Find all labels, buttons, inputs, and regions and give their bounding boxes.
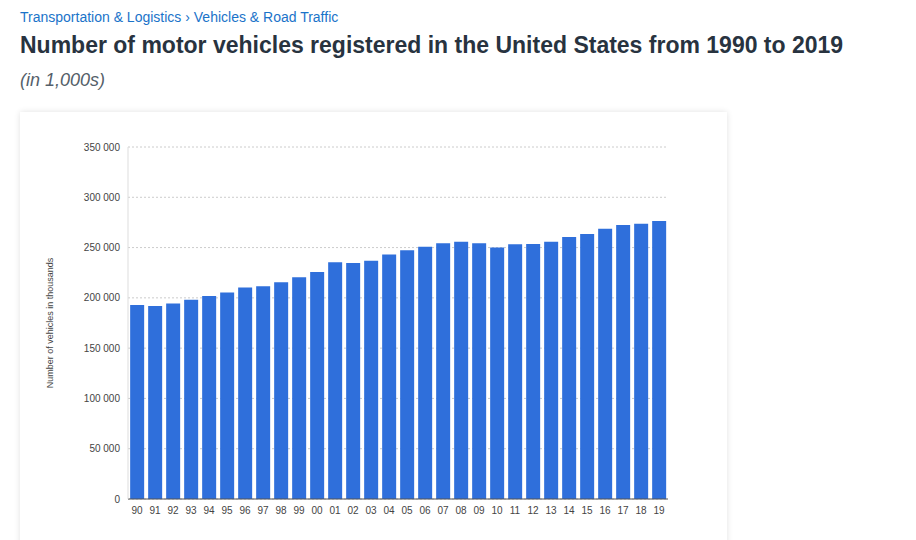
svg-text:01: 01: [329, 505, 341, 516]
svg-text:09: 09: [473, 505, 485, 516]
svg-text:00: 00: [311, 505, 323, 516]
svg-text:Number of vehicles in thousand: Number of vehicles in thousands: [45, 257, 55, 388]
svg-text:03: 03: [365, 505, 377, 516]
svg-text:50 000: 50 000: [89, 443, 120, 454]
svg-text:04: 04: [383, 505, 395, 516]
svg-text:18: 18: [635, 505, 647, 516]
svg-text:94: 94: [203, 505, 215, 516]
svg-text:92: 92: [167, 505, 179, 516]
svg-text:93: 93: [185, 505, 197, 516]
svg-text:90: 90: [131, 505, 143, 516]
svg-text:02: 02: [347, 505, 359, 516]
svg-text:97: 97: [257, 505, 269, 516]
svg-text:99: 99: [293, 505, 305, 516]
svg-text:19: 19: [653, 505, 665, 516]
html-text:(in 1,000s): (in 1,000s): [20, 70, 105, 90]
svg-text:05: 05: [401, 505, 413, 516]
svg-text:350 000: 350 000: [84, 142, 121, 153]
svg-text:300 000: 300 000: [84, 192, 121, 203]
svg-text:13: 13: [545, 505, 557, 516]
svg-text:14: 14: [563, 505, 575, 516]
svg-text:250 000: 250 000: [84, 242, 121, 253]
svg-text:15: 15: [581, 505, 593, 516]
svg-text:12: 12: [527, 505, 539, 516]
svg-text:0: 0: [114, 494, 120, 505]
svg-text:200 000: 200 000: [84, 292, 121, 303]
svg-text:95: 95: [221, 505, 233, 516]
svg-text:150 000: 150 000: [84, 343, 121, 354]
svg-text:06: 06: [419, 505, 431, 516]
svg-text:10: 10: [491, 505, 503, 516]
svg-text:98: 98: [275, 505, 287, 516]
svg-text:08: 08: [455, 505, 467, 516]
svg-text:96: 96: [239, 505, 251, 516]
html-text:Number of motor vehicles regis: Number of motor vehicles registered in t…: [20, 32, 844, 58]
svg-text:91: 91: [149, 505, 161, 516]
svg-text:07: 07: [437, 505, 449, 516]
html-text:Transportation & Logistics › V: Transportation & Logistics › Vehicles & …: [20, 9, 339, 25]
svg-text:17: 17: [617, 505, 629, 516]
svg-text:16: 16: [599, 505, 611, 516]
svg-text:100 000: 100 000: [84, 393, 121, 404]
svg-text:11: 11: [510, 505, 521, 516]
